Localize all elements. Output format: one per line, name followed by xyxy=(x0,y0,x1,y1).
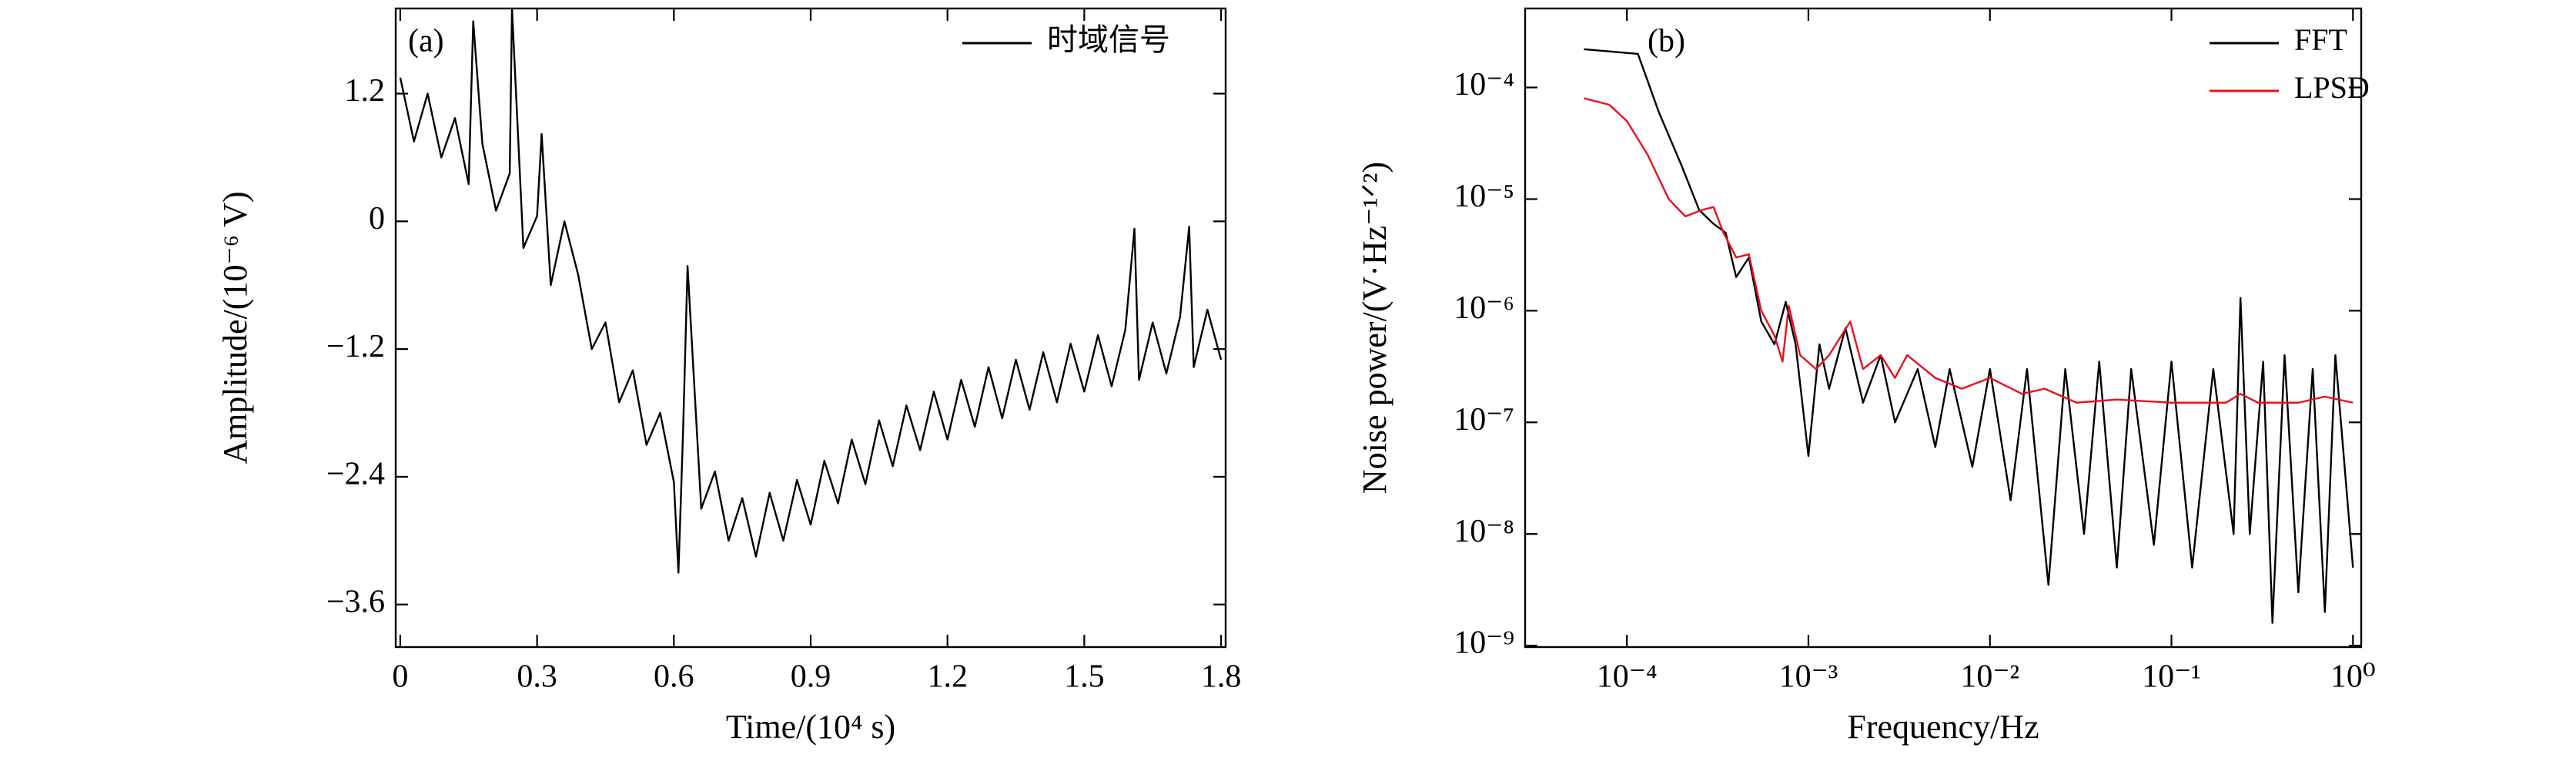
y-tick-label: 10⁻⁵ xyxy=(1454,179,1514,214)
x-tick-label: 10⁰ xyxy=(2330,659,2376,695)
x-tick-label: 0.9 xyxy=(791,659,831,695)
panel: 0 0.3 0.6 0.9 1.2 1.5 1.8 1.2 0 −1.2 −2.4 −3.6 Time/… xyxy=(216,7,1242,746)
x-tick-label: 10⁻³ xyxy=(1779,659,1838,695)
y-axis-label: Noise power/(V·Hz⁻¹ᐟ²) xyxy=(1356,162,1393,494)
y-tick-label: 10⁻⁹ xyxy=(1454,626,1514,661)
legend-label: 时域信号 xyxy=(1047,22,1170,57)
series-line xyxy=(1584,97,2354,404)
x-tick-label: 0 xyxy=(392,659,408,695)
x-tick-label: 1.8 xyxy=(1201,659,1242,695)
axes-frame xyxy=(1524,7,2363,649)
legend-label: LPSD xyxy=(2294,70,2370,105)
plot-area xyxy=(1584,48,2354,624)
y-tick-label: 10⁻⁷ xyxy=(1454,402,1514,438)
axes-frame xyxy=(394,7,1227,649)
y-tick-label: 1.2 xyxy=(345,73,386,109)
x-tick-label: 10⁻¹ xyxy=(2142,659,2201,695)
y-tick-label: 10⁻⁸ xyxy=(1454,514,1514,549)
y-tick-label: 10⁻⁶ xyxy=(1454,290,1514,326)
x-tick-label: 1.2 xyxy=(927,659,968,695)
x-tick-label: 10⁻⁴ xyxy=(1597,659,1658,695)
y-tick-label: 10⁻⁴ xyxy=(1454,67,1514,102)
legend-label: FFT xyxy=(2294,22,2347,57)
panel-label: (b) xyxy=(1648,24,1685,59)
y-tick-label: 0 xyxy=(369,201,385,236)
x-tick-label: 0.3 xyxy=(517,659,557,695)
y-tick-label: −1.2 xyxy=(326,329,385,364)
plot-area xyxy=(399,8,1223,574)
y-axis-label: Amplitude/(10⁻⁶ V) xyxy=(216,191,254,464)
x-tick-label: 0.6 xyxy=(654,659,694,695)
x-axis-label: Frequency/Hz xyxy=(1847,708,2039,746)
x-tick-label: 10⁻² xyxy=(1960,659,2019,695)
series-line xyxy=(399,8,1223,574)
panel: 10⁻⁴ 10⁻³ 10⁻² 10⁻¹ 10⁰ 10⁻⁴ 10⁻⁵ 10⁻⁶ 10⁻⁷ 10⁻⁸ 1… xyxy=(1356,7,2376,746)
x-axis-label: Time/(10⁴ s) xyxy=(726,708,895,746)
y-tick-label: −2.4 xyxy=(326,457,385,492)
series-line xyxy=(1584,48,2354,624)
y-tick-label: −3.6 xyxy=(326,584,385,619)
x-tick-label: 1.5 xyxy=(1064,659,1105,695)
panel-label: (a) xyxy=(408,24,444,59)
